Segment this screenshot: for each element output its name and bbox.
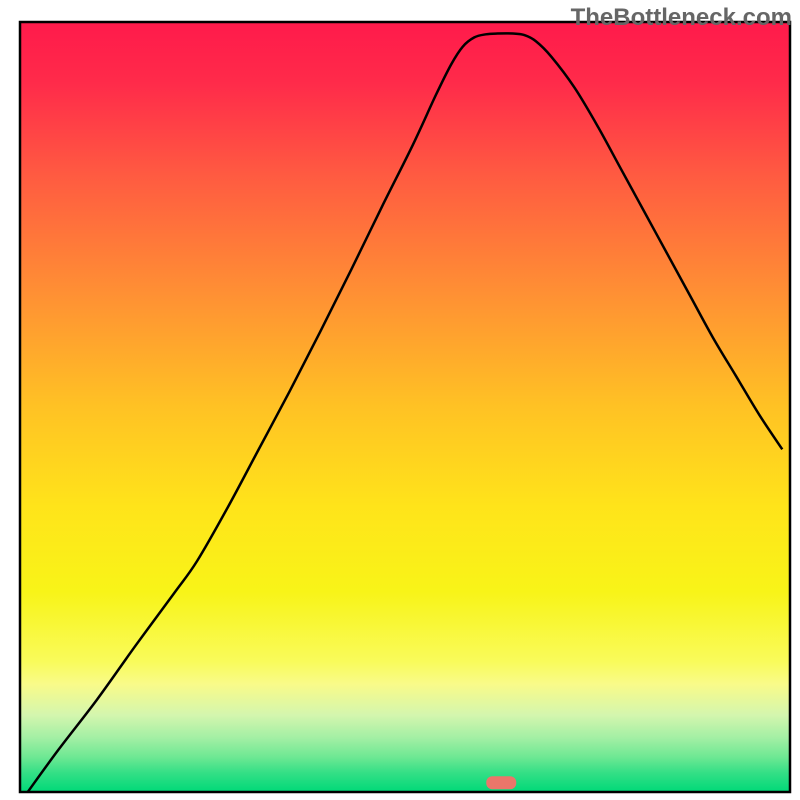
- chart-container: TheBottleneck.com: [0, 0, 800, 800]
- bottleneck-curve-chart: [0, 0, 800, 800]
- watermark-text: TheBottleneck.com: [571, 4, 792, 32]
- minimum-marker: [486, 776, 516, 789]
- gradient-background: [20, 22, 790, 792]
